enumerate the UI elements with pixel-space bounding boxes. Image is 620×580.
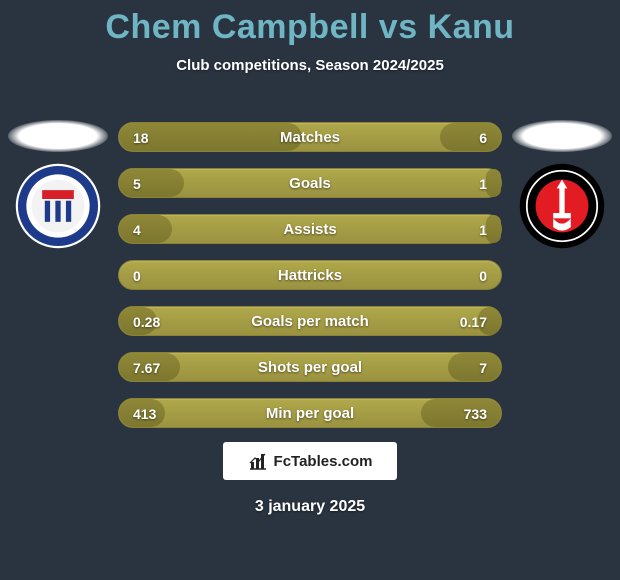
stat-row: 7.67Shots per goal7 (118, 352, 502, 382)
stat-label: Hattricks (119, 261, 501, 291)
stat-label: Matches (119, 123, 501, 153)
stat-row: 0Hattricks0 (118, 260, 502, 290)
brand-label: FcTables.com (274, 453, 373, 470)
spotlight-left (8, 120, 108, 152)
stat-row: 5Goals1 (118, 168, 502, 198)
stat-row: 4Assists1 (118, 214, 502, 244)
stat-value-right: 6 (479, 123, 487, 153)
stat-value-right: 733 (464, 399, 487, 429)
stat-label: Shots per goal (119, 353, 501, 383)
stat-label: Goals (119, 169, 501, 199)
stat-row: 413Min per goal733 (118, 398, 502, 428)
stat-row: 18Matches6 (118, 122, 502, 152)
stat-label: Goals per match (119, 307, 501, 337)
stat-value-right: 0.17 (460, 307, 487, 337)
stat-value-right: 7 (479, 353, 487, 383)
team-left-badge (14, 162, 102, 250)
stat-label: Min per goal (119, 399, 501, 429)
brand-box[interactable]: FcTables.com (223, 442, 397, 480)
stat-value-right: 0 (479, 261, 487, 291)
chart-icon (248, 451, 268, 471)
stat-row: 0.28Goals per match0.17 (118, 306, 502, 336)
team-right-crest (512, 120, 612, 250)
stat-value-right: 1 (479, 215, 487, 245)
stat-value-right: 1 (479, 169, 487, 199)
page-subtitle: Club competitions, Season 2024/2025 (0, 57, 620, 74)
team-right-badge (518, 162, 606, 250)
team-left-crest (8, 120, 108, 250)
stat-rows: 18Matches6 5Goals1 4Assists1 0Hattricks0 0.2… (118, 122, 502, 444)
stat-label: Assists (119, 215, 501, 245)
page-title: Chem Campbell vs Kanu (0, 0, 620, 47)
date-label: 3 january 2025 (0, 498, 620, 516)
spotlight-right (512, 120, 612, 152)
